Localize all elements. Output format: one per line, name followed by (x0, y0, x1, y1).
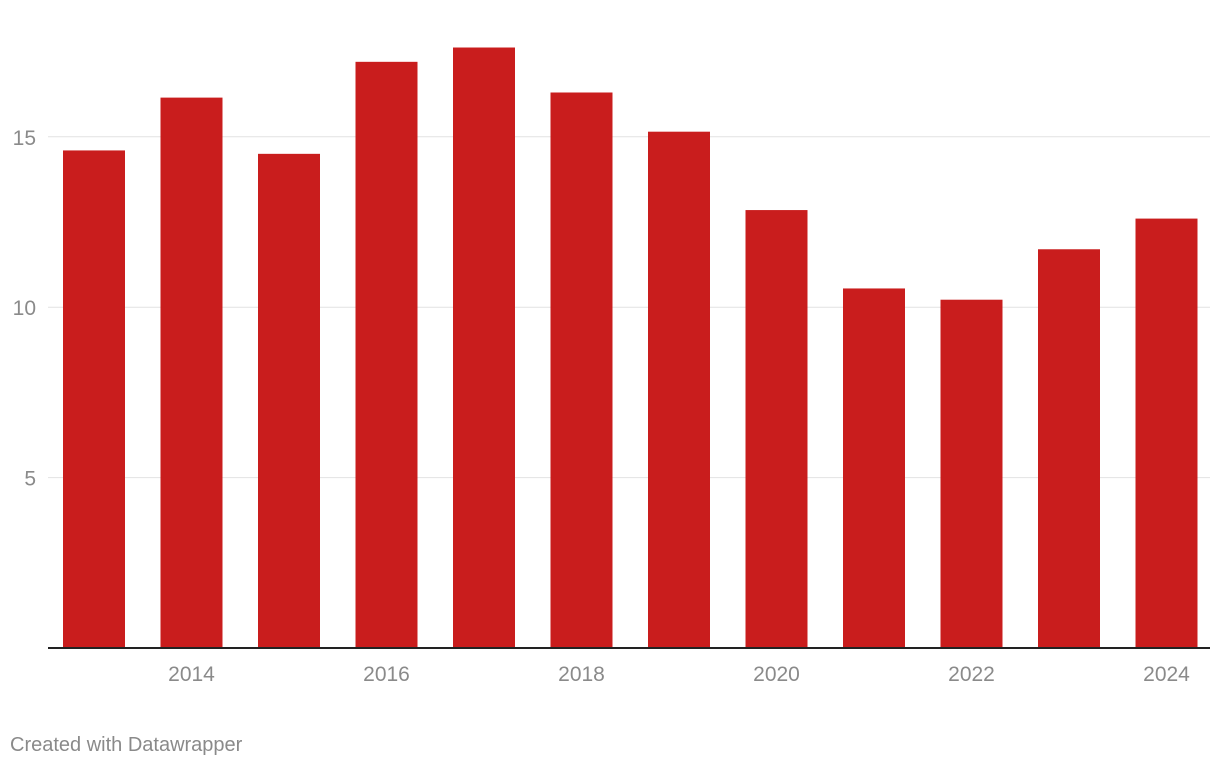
y-tick-label: 5 (24, 468, 36, 491)
x-tick-label: 2014 (168, 663, 215, 686)
bar-2017 (453, 47, 515, 649)
bar-2023 (1038, 249, 1100, 648)
x-tick-label: 2020 (753, 663, 800, 686)
bar-2013 (63, 150, 125, 648)
y-axis-tick-labels: 5 10 15 (13, 127, 36, 491)
y-tick-label: 15 (13, 127, 36, 150)
bar-2020 (745, 210, 808, 648)
x-tick-label: 2022 (948, 663, 995, 686)
y-tick-label: 10 (13, 297, 36, 320)
bar-2016 (355, 61, 418, 649)
x-tick-label: 2016 (363, 663, 410, 686)
bar-2014 (160, 97, 223, 648)
bar-2018 (550, 92, 613, 649)
bar-2022 (940, 299, 1003, 648)
bar-chart: 5 10 15 2014 2016 2018 2020 2022 2024 (13, 47, 1210, 686)
x-tick-label: 2018 (558, 663, 605, 686)
bar-2024 (1135, 218, 1198, 649)
gridlines (48, 136, 1210, 479)
x-tick-label: 2024 (1143, 663, 1190, 686)
bar-2015 (258, 153, 320, 648)
bar-2021 (843, 288, 905, 648)
datawrapper-credit: Created with Datawrapper (10, 734, 243, 756)
bars (63, 47, 1198, 649)
bar-2019 (648, 131, 710, 649)
x-axis-tick-labels: 2014 2016 2018 2020 2022 2024 (168, 663, 1190, 686)
